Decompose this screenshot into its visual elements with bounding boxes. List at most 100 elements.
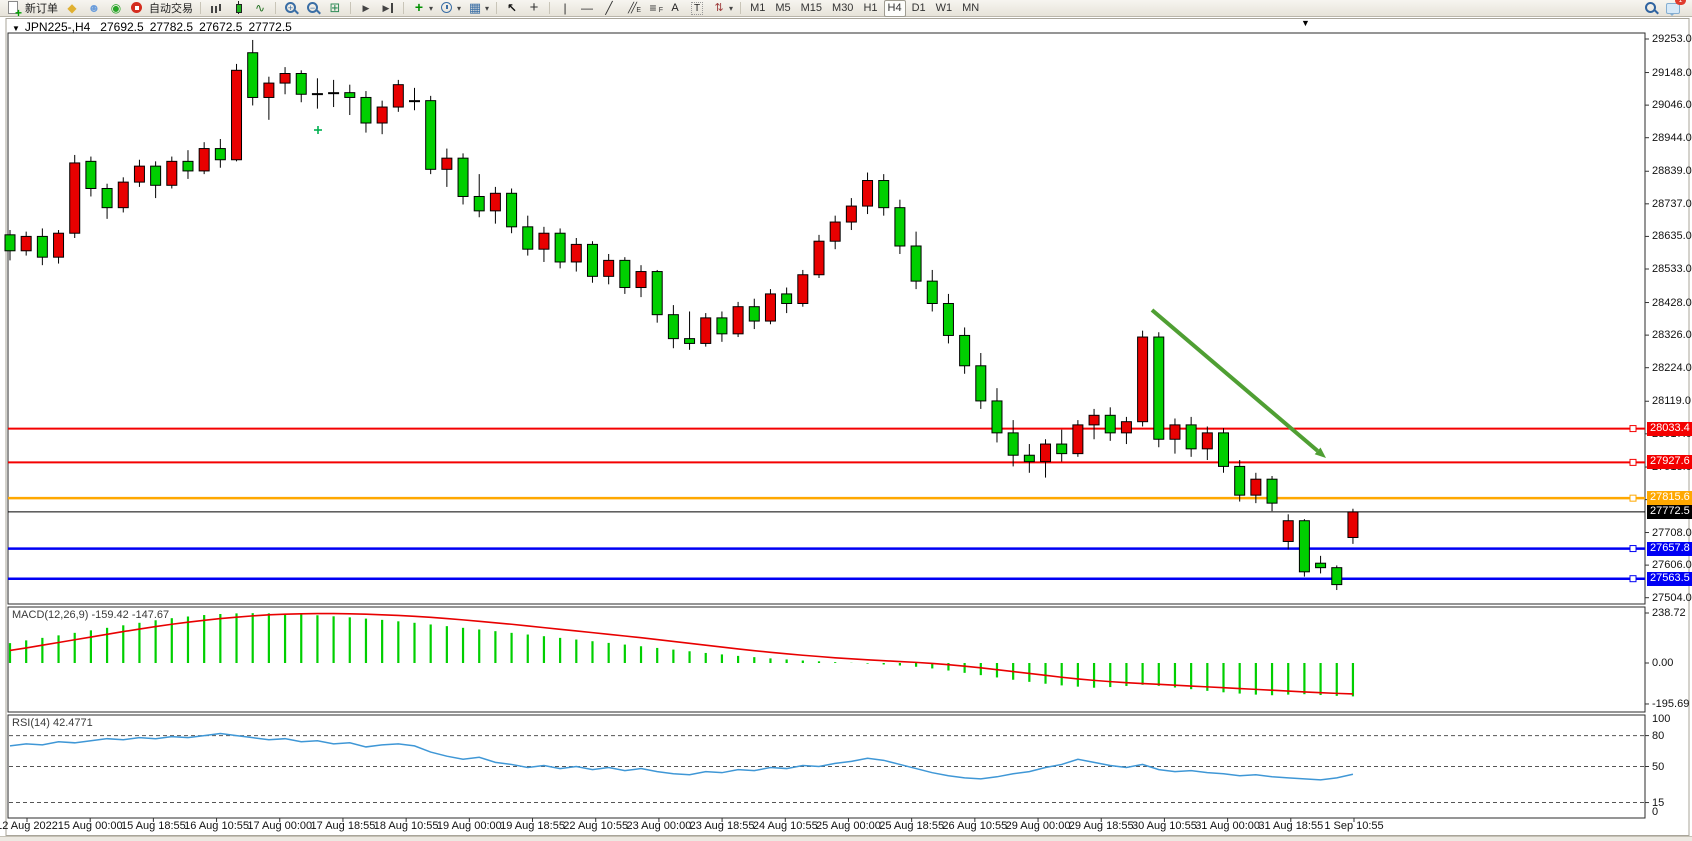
timeframe-mn-button[interactable]: MN xyxy=(962,2,980,14)
time-label[interactable]: 29 Aug 00:00 xyxy=(1005,820,1071,832)
ohlc-open: 27692.5 xyxy=(100,20,144,34)
timeframe-m30-button[interactable]: M30 xyxy=(832,2,854,14)
time-label[interactable]: 26 Aug 10:55 xyxy=(942,820,1008,832)
price-tick-label[interactable]: 28326.0 xyxy=(1652,329,1692,342)
search-button[interactable] xyxy=(1641,1,1661,16)
price-tick-label[interactable]: 29046.0 xyxy=(1652,99,1692,112)
zoom-in-button[interactable] xyxy=(281,1,301,16)
horizontal-line-button[interactable] xyxy=(577,1,597,16)
chart-canvas[interactable] xyxy=(0,17,1692,841)
equidistant-channel-button[interactable] xyxy=(621,1,641,18)
time-label[interactable]: 15 Aug 00:00 xyxy=(57,820,123,832)
rsi-tick-label[interactable]: 50 xyxy=(1652,760,1665,773)
timeframe-m5-button[interactable]: M5 xyxy=(775,2,791,14)
indicators-button[interactable]: ▾ xyxy=(409,1,435,16)
new-order-button[interactable]: 新订单 xyxy=(4,1,60,18)
time-label[interactable]: 12 Aug 2022 xyxy=(0,820,58,832)
time-label[interactable]: 30 Aug 10:55 xyxy=(1131,820,1197,832)
fibonacci-button[interactable] xyxy=(643,1,663,18)
timeframe-d1-button[interactable]: D1 xyxy=(911,2,926,14)
time-label[interactable]: 15 Aug 18:55 xyxy=(120,820,186,832)
rsi-tick-label[interactable]: 80 xyxy=(1652,729,1665,742)
price-tick-label[interactable]: 29253.0 xyxy=(1652,33,1692,45)
autotrading-button[interactable]: 自动交易 xyxy=(128,1,195,16)
vertical-line-button[interactable] xyxy=(555,1,575,16)
time-label[interactable]: 29 Aug 18:55 xyxy=(1068,820,1134,832)
time-label[interactable]: 19 Aug 18:55 xyxy=(500,820,565,832)
timeframe-w1-button[interactable]: W1 xyxy=(935,2,953,14)
time-label[interactable]: 23 Aug 00:00 xyxy=(626,820,692,832)
metaeditor-button[interactable] xyxy=(84,1,104,16)
time-label[interactable]: 31 Aug 18:55 xyxy=(1258,820,1324,832)
macd-tick-label[interactable]: 0.00 xyxy=(1652,657,1674,669)
chart-shift-button[interactable] xyxy=(378,1,398,16)
text-icon xyxy=(667,1,683,15)
zoom-out-button[interactable] xyxy=(303,1,323,16)
styler-button[interactable] xyxy=(62,1,82,16)
time-label[interactable]: 22 Aug 10:55 xyxy=(563,820,629,832)
time-label[interactable]: 1 Sep 10:55 xyxy=(1324,820,1384,832)
dropdown-caret-icon[interactable]: ▾ xyxy=(429,3,434,13)
candle-body xyxy=(133,165,145,183)
candle-body xyxy=(894,207,906,247)
chart-shift-marker[interactable]: ▼ xyxy=(1301,18,1310,28)
price-tick-label[interactable]: 28119.0 xyxy=(1652,395,1691,408)
resistance-line-1-handle xyxy=(1629,425,1637,433)
ohlc-close: 27772.5 xyxy=(248,20,292,34)
rsi-tick-label[interactable]: 0 xyxy=(1652,806,1659,818)
chart-title: ▼ JPN225-,H4 27692.5 27782.5 27672.5 27772.5 xyxy=(12,20,298,34)
time-label[interactable]: 19 Aug 00:00 xyxy=(436,820,502,832)
bar-chart-button[interactable] xyxy=(206,1,226,16)
price-tick-label[interactable]: 27708.0 xyxy=(1652,526,1692,539)
templates-button[interactable]: ▾ xyxy=(465,1,491,16)
rsi-tick-label[interactable]: 15 xyxy=(1652,796,1665,809)
time-label[interactable]: 18 Aug 10:55 xyxy=(373,820,439,832)
bars-icon xyxy=(208,1,224,15)
time-label[interactable]: 23 Aug 18:55 xyxy=(689,820,755,832)
price-tick-label[interactable]: 28533.0 xyxy=(1652,262,1692,275)
candle-body xyxy=(425,100,437,170)
candle-chart-button[interactable] xyxy=(228,1,248,16)
arrows-button[interactable]: ▾ xyxy=(709,1,735,16)
signals-button[interactable] xyxy=(106,1,126,16)
price-tick-label[interactable]: 28635.0 xyxy=(1652,230,1692,243)
chat-button[interactable]: 1 xyxy=(1663,0,1686,16)
dropdown-caret-icon[interactable]: ▾ xyxy=(457,3,462,13)
periods-button[interactable]: ▾ xyxy=(437,1,463,16)
price-tick-label[interactable]: 28224.0 xyxy=(1652,361,1692,374)
cursor-button[interactable] xyxy=(502,1,522,16)
chart-menu-caret[interactable]: ▼ xyxy=(12,24,20,33)
time-label[interactable]: 17 Aug 00:00 xyxy=(247,820,313,832)
tile-windows-button[interactable] xyxy=(325,1,345,16)
timeframe-m1-button[interactable]: M1 xyxy=(750,2,766,14)
price-tick-label[interactable]: 27504.0 xyxy=(1652,591,1692,604)
crosshair-button[interactable] xyxy=(524,1,544,16)
dropdown-caret-icon[interactable]: ▾ xyxy=(485,3,490,13)
time-label[interactable]: 24 Aug 10:55 xyxy=(752,820,818,832)
text-label-button[interactable] xyxy=(687,1,707,16)
time-label[interactable]: 31 Aug 00:00 xyxy=(1195,820,1261,832)
price-tick-label[interactable]: 28737.0 xyxy=(1652,197,1692,210)
candle-body xyxy=(20,235,32,252)
timeframe-h4-button[interactable]: H4 xyxy=(883,0,906,17)
time-label[interactable]: 16 Aug 10:55 xyxy=(184,820,249,832)
dropdown-caret-icon[interactable]: ▾ xyxy=(729,3,734,13)
timeframe-m15-button[interactable]: M15 xyxy=(800,2,823,14)
time-label[interactable]: 25 Aug 00:00 xyxy=(816,820,881,832)
trendline-button[interactable] xyxy=(599,1,619,16)
macd-tick-label[interactable]: -195.69 xyxy=(1652,697,1690,710)
auto-scroll-button[interactable] xyxy=(356,1,376,16)
candle-body xyxy=(1072,424,1084,455)
time-label[interactable]: 17 Aug 18:55 xyxy=(310,820,376,832)
time-label[interactable]: 25 Aug 18:55 xyxy=(879,820,945,832)
timeframe-h1-button[interactable]: H1 xyxy=(863,2,878,14)
rsi-tick-label[interactable]: 100 xyxy=(1652,713,1671,725)
macd-tick-label[interactable]: 238.72 xyxy=(1652,607,1686,619)
price-tick-label[interactable]: 28944.0 xyxy=(1652,131,1692,144)
price-tick-label[interactable]: 28839.0 xyxy=(1652,165,1692,178)
price-tick-label[interactable]: 29148.0 xyxy=(1652,66,1692,79)
price-tick-label[interactable]: 27606.0 xyxy=(1652,559,1692,572)
price-tick-label[interactable]: 28428.0 xyxy=(1652,296,1692,309)
text-button[interactable] xyxy=(665,1,685,16)
line-chart-button[interactable] xyxy=(250,1,270,16)
